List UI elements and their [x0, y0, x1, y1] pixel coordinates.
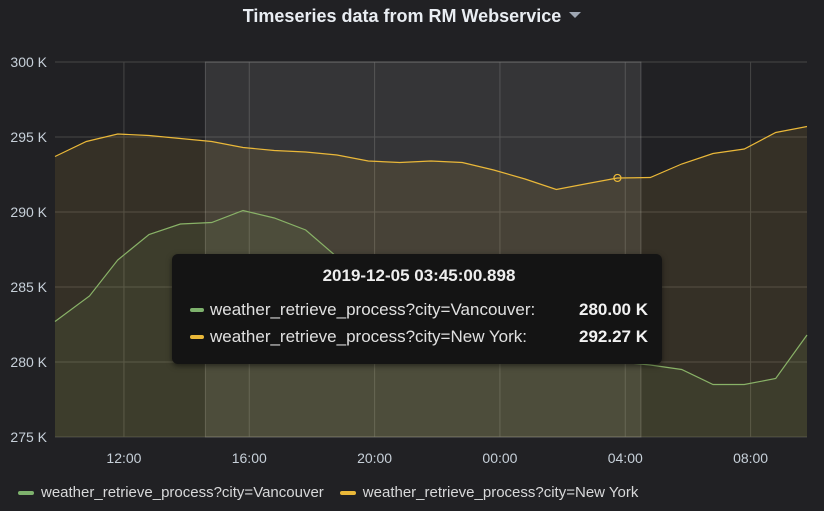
caret-down-icon[interactable] — [569, 12, 582, 19]
tooltip-series-value: 280.00 K — [579, 299, 648, 319]
legend-swatch-newyork — [339, 490, 356, 495]
panel-title-text: Timeseries data from RM Webservice — [242, 6, 562, 26]
series-line-1 — [54, 125, 808, 191]
tooltip-swatch-newyork — [190, 334, 204, 339]
timeseries-chart[interactable]: 275 K 280 K 285 K 290 K 295 K 300 K 12:00 16:0… — [0, 0, 824, 480]
tooltip-swatch-vancouver — [190, 307, 204, 312]
x-tick-label: 20:00 — [357, 450, 392, 466]
legend-label: weather_retrieve_process?city=New York — [362, 484, 639, 501]
series-line-0 — [54, 209, 808, 386]
y-tick-label: 280 K — [10, 354, 47, 370]
x-tick-label: 12:00 — [106, 450, 141, 466]
legend-swatch-vancouver — [18, 490, 34, 495]
tooltip-row-newyork: weather_retrieve_process?city=New York: … — [190, 323, 648, 350]
y-tick-label: 300 K — [10, 54, 47, 70]
tooltip-series-value: 292.27 K — [579, 326, 648, 346]
time-range-selection[interactable] — [204, 61, 642, 438]
x-axis: 12:00 16:00 20:00 00:00 04:00 08:00 — [106, 450, 768, 466]
legend-item-newyork[interactable]: weather_retrieve_process?city=New York — [339, 484, 639, 501]
y-tick-label: 275 K — [10, 429, 47, 445]
x-tick-label: 08:00 — [733, 450, 768, 466]
x-tick-label: 00:00 — [482, 450, 517, 466]
tooltip-series-name: weather_retrieve_process?city=Vancouver: — [210, 299, 536, 319]
y-axis: 275 K 280 K 285 K 290 K 295 K 300 K — [10, 54, 47, 445]
x-tick-label: 04:00 — [608, 450, 643, 466]
chart-legend: weather_retrieve_process?city=Vancouver … — [18, 484, 654, 501]
tooltip-row-vancouver: weather_retrieve_process?city=Vancouver:… — [190, 296, 648, 323]
legend-item-vancouver[interactable]: weather_retrieve_process?city=Vancouver — [18, 484, 324, 501]
legend-label: weather_retrieve_process?city=Vancouver — [41, 484, 324, 501]
tooltip-timestamp: 2019-12-05 03:45:00.898 — [322, 266, 516, 285]
y-tick-label: 290 K — [10, 204, 47, 220]
y-tick-label: 295 K — [10, 129, 47, 145]
y-tick-label: 285 K — [10, 279, 47, 295]
x-tick-label: 16:00 — [232, 450, 267, 466]
hover-tooltip: 2019-12-05 03:45:00.898 weather_retrieve… — [172, 254, 662, 364]
hover-point-marker — [613, 173, 622, 183]
panel-title[interactable]: Timeseries data from RM Webservice — [0, 6, 824, 27]
tooltip-series-name: weather_retrieve_process?city=New York: — [210, 326, 528, 346]
